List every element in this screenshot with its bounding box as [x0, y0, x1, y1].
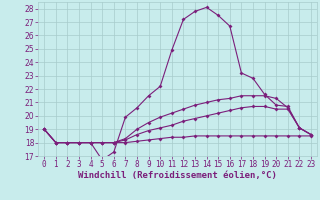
X-axis label: Windchill (Refroidissement éolien,°C): Windchill (Refroidissement éolien,°C)	[78, 171, 277, 180]
